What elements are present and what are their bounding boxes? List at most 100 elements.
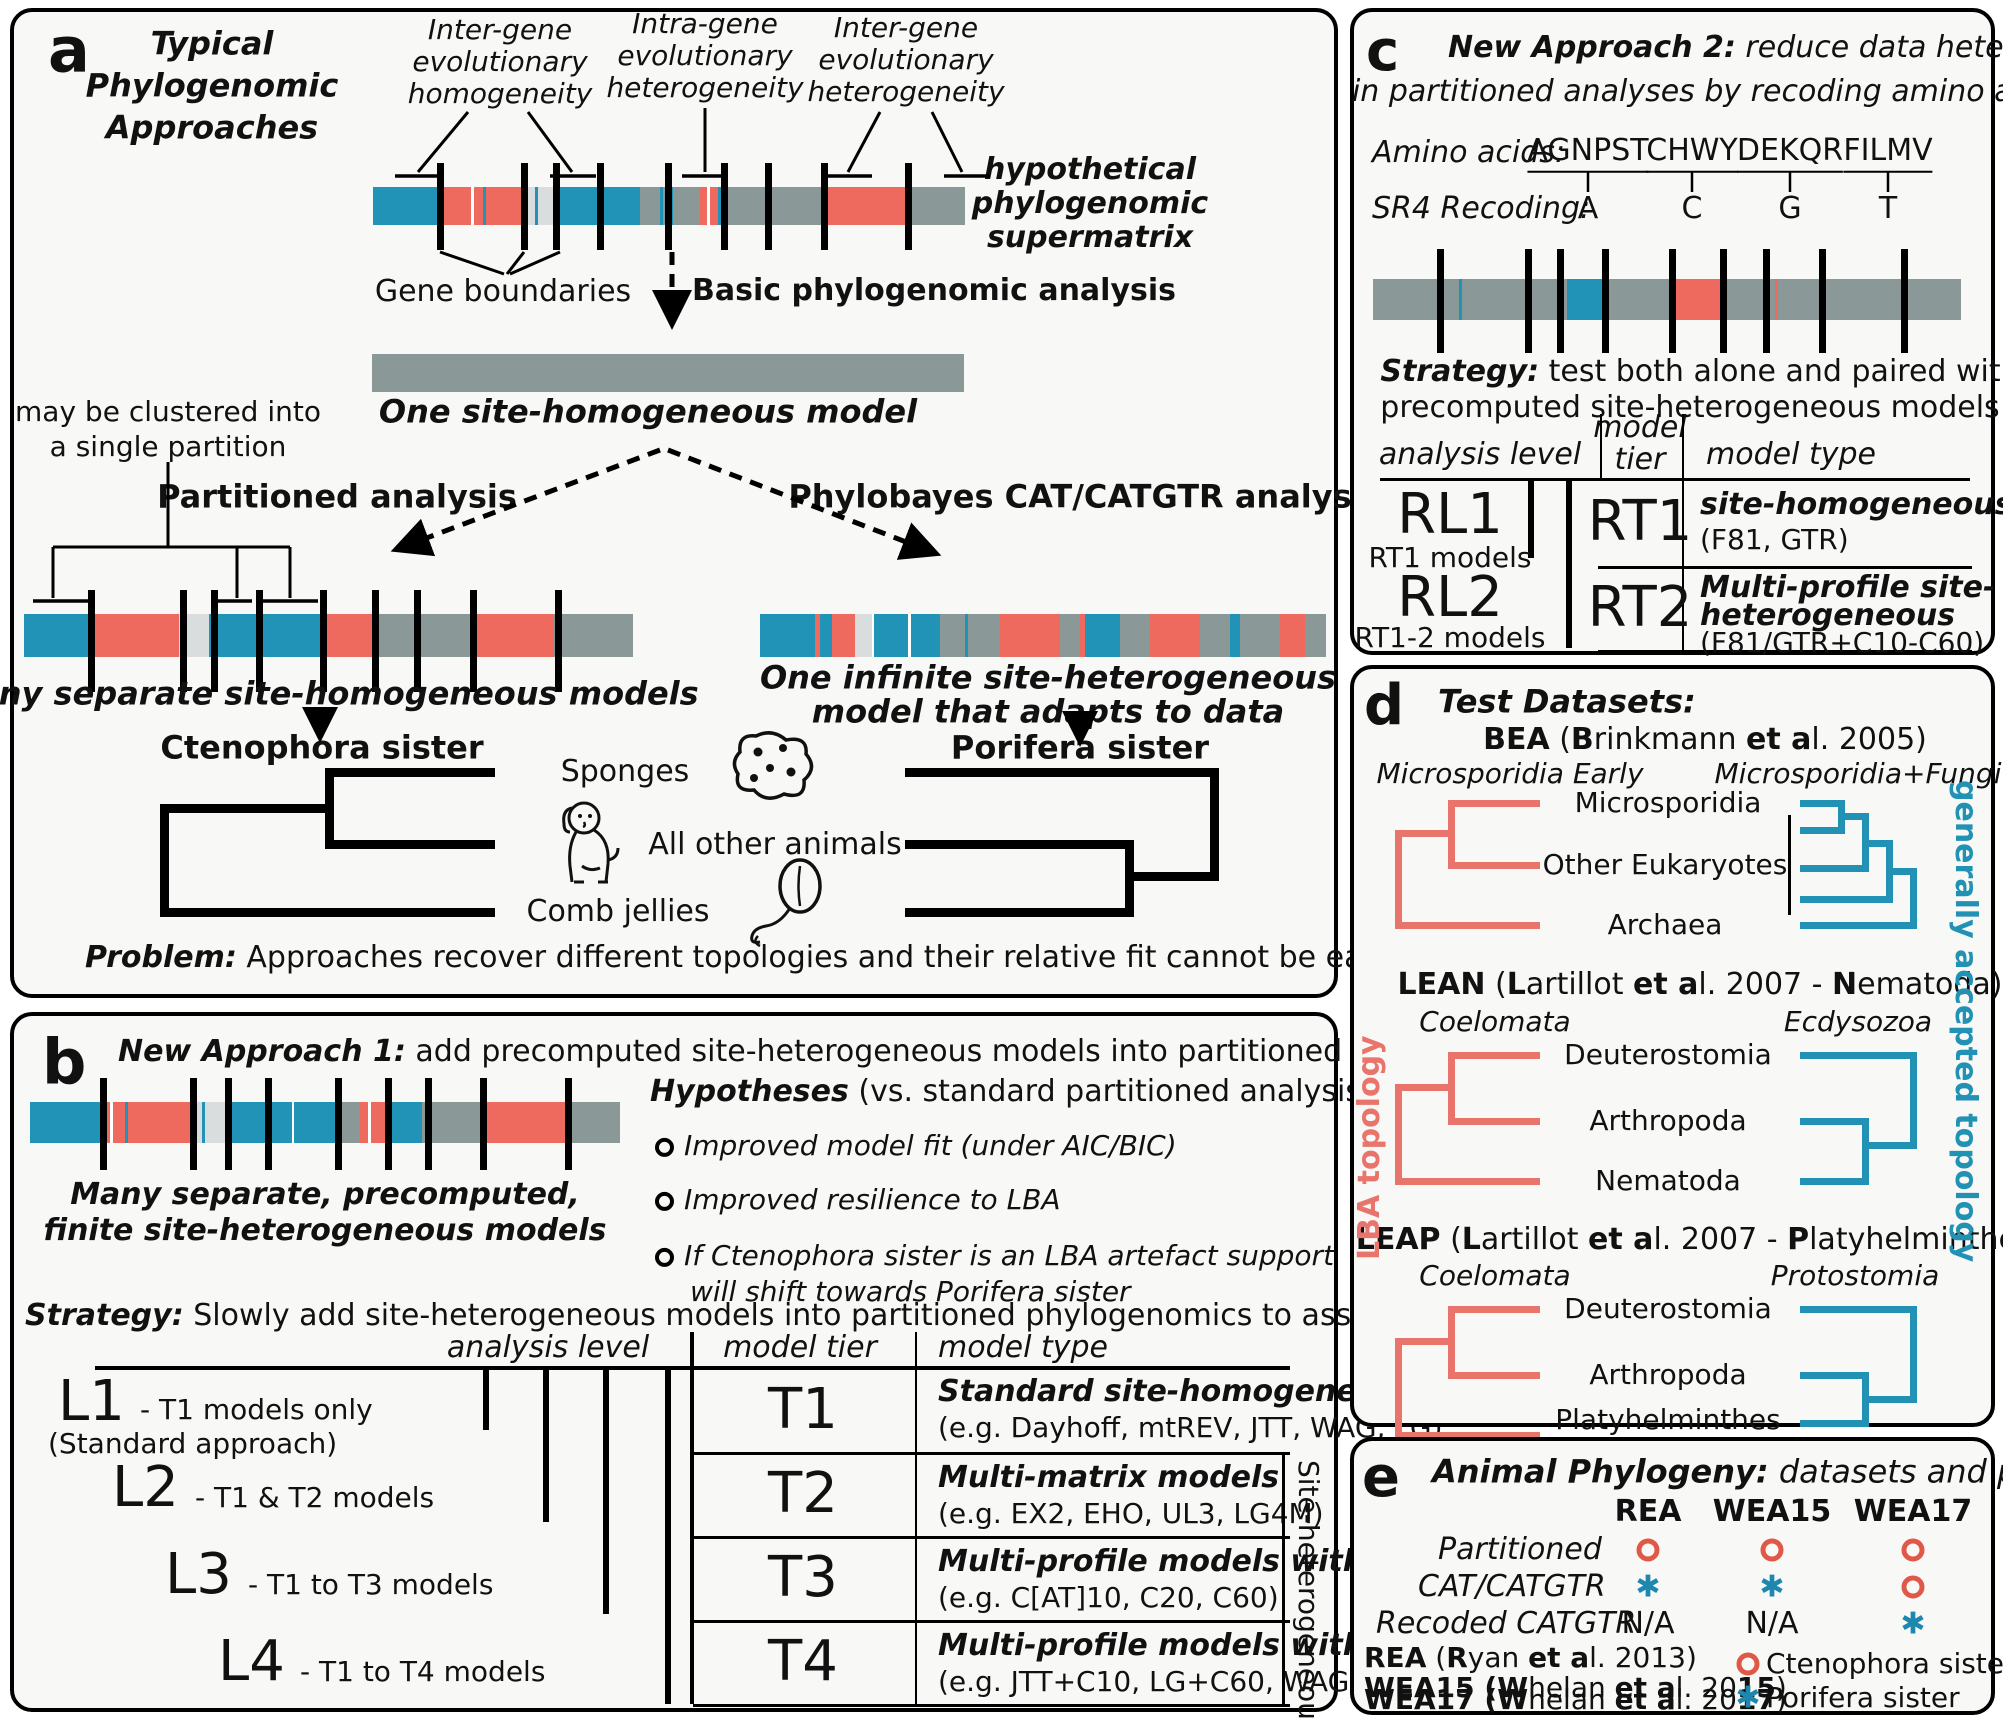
- c-header-div-1: [1600, 414, 1602, 478]
- porifera-symbol: ✱: [1900, 1606, 1926, 1642]
- infinite-model-label-1: One infinite site-heterogeneous: [759, 658, 1337, 697]
- tier-rt2-title-1: Multi-profile site-: [1700, 569, 1996, 605]
- lean-taxon-1: Deuterostomia: [1564, 1037, 1772, 1071]
- level-l1: L1: [58, 1368, 125, 1434]
- level-l4-desc: - T1 to T4 models: [300, 1654, 546, 1688]
- level-rl1-desc: RT1 models: [1368, 540, 1532, 574]
- panel-c-heading-2: in partitioned analyses by recoding amin…: [1351, 73, 2003, 109]
- leap-blue-branch-1: [1800, 1306, 1917, 1313]
- leap-blue-root: [1910, 1306, 1917, 1403]
- panel-d: [1350, 665, 1995, 1427]
- gene-boundary-tick: [665, 163, 672, 250]
- lean-taxon-3: Nematoda: [1595, 1163, 1741, 1197]
- col-header-wea17: WEA17: [1853, 1493, 1973, 1529]
- problem-label: Problem:: [85, 939, 237, 975]
- leap-red-branch-1: [1448, 1306, 1540, 1313]
- panel-c-bar: [1373, 279, 1961, 320]
- porifera-symbol: ✱: [1759, 1569, 1785, 1605]
- c-step-rl2: [1566, 480, 1572, 648]
- panel-c-tick: [1557, 249, 1564, 353]
- ctenophora-symbol: [1760, 1538, 1784, 1562]
- panel-e-heading: Animal Phylogeny: datasets and past resu…: [1432, 1452, 2003, 1491]
- panel-c-tick: [1669, 249, 1676, 353]
- bea-blue-tip-5: [1800, 922, 1917, 929]
- level-rl2-desc: RT1-2 models: [1354, 620, 1546, 654]
- leap-blue-stem: [1862, 1396, 1917, 1403]
- lean-red-branch-2: [1448, 1118, 1540, 1125]
- inter-gene-heterogeneity-label-1: Inter-gene: [833, 10, 979, 44]
- bea-red-branch-2: [1448, 862, 1540, 869]
- hypotheses-heading: Hypotheses (vs. standard partitioned ana…: [650, 1074, 1383, 1110]
- left-tree-other-branch: [325, 840, 495, 849]
- tier-rt1: RT1: [1587, 488, 1693, 554]
- taxon-all-other-animals: All other animals: [648, 826, 902, 862]
- leap-blue-branch-3: [1800, 1420, 1869, 1427]
- panel-e: [1350, 1437, 1995, 1715]
- leap-taxon-3: Platyhelminthes: [1555, 1402, 1781, 1436]
- partitioned-bar: [24, 614, 633, 657]
- tier-rt2-examples: (F81/GTR+C10-C60): [1700, 625, 1985, 659]
- bullet-icon: [655, 1137, 674, 1157]
- panel-e-heading-rest: datasets and past results: [1778, 1452, 2003, 1491]
- leap-red-stem: [1395, 1338, 1455, 1345]
- lean-blue-root: [1910, 1052, 1917, 1149]
- phylobayes-heading: Phylobayes CAT/CATGTR analysis: [788, 477, 1382, 516]
- left-tree-root: [160, 804, 169, 917]
- gene-boundary-tick: [765, 163, 772, 250]
- cell-na-1: N/A: [1621, 1605, 1675, 1641]
- site-heterogeneous-label: Site-heterogeneous: [1292, 1460, 1325, 1719]
- level-l2-desc: - T1 & T2 models: [195, 1480, 435, 1514]
- panel-b-bar-caption-2: finite site-heterogeneous models: [43, 1212, 607, 1248]
- amino-group-filmv: FILMV: [1843, 133, 1933, 173]
- right-tree-root: [1210, 768, 1219, 881]
- level-rl2: RL2: [1397, 564, 1503, 630]
- cell-na-2: N/A: [1745, 1605, 1799, 1641]
- tier-rt2-title-2: heterogeneous: [1700, 597, 1956, 633]
- intra-gene-heterogeneity-label-1: Intra-gene: [632, 6, 778, 40]
- level-l3: L3: [165, 1541, 232, 1607]
- tier-t1: T1: [768, 1376, 838, 1442]
- panel-c-tick: [1602, 249, 1609, 353]
- ctenophora-symbol: [1901, 1538, 1925, 1562]
- partition-tick: [372, 590, 379, 692]
- supermatrix-caption-2: phylogenomic: [971, 185, 1209, 221]
- leap-title: LEAP (Lartillot et al. 2007 - Platyhelmi…: [1355, 1221, 2003, 1257]
- ctenophora-legend-label: Ctenophora sister: [1766, 1646, 2003, 1680]
- panel-b-tick: [190, 1078, 197, 1170]
- c-header-tier: tier: [1614, 441, 1666, 477]
- partition-tick: [470, 590, 477, 692]
- tier-t2: T2: [768, 1460, 838, 1526]
- c-step-rl1: [1528, 480, 1534, 558]
- amino-group-agnpst: AGNPST: [1527, 133, 1649, 173]
- leap-red-branch-2: [1448, 1372, 1540, 1379]
- b-header-model-type: model type: [938, 1329, 1108, 1365]
- bea-title: BEA (Brinkmann et al. 2005): [1483, 721, 1927, 757]
- bea-red-stem: [1395, 830, 1455, 837]
- bullet-icon: [655, 1191, 674, 1211]
- hypothesis-bullet-3: If Ctenophora sister is an LBA artefact …: [655, 1238, 1335, 1272]
- test-datasets-heading: Test Datasets:: [1438, 682, 1696, 721]
- leap-left-label: Coelomata: [1419, 1258, 1571, 1292]
- tier-rt2: RT2: [1587, 574, 1693, 640]
- row-label-recoded: Recoded CATGTR: [1376, 1605, 1637, 1641]
- partition-tick: [555, 590, 562, 692]
- basic-analysis-label: Basic phylogenomic analysis: [692, 272, 1176, 308]
- hypothesis-3-text: If Ctenophora sister is an LBA artefact …: [684, 1238, 1335, 1272]
- right-tree-stem: [1125, 872, 1219, 881]
- partition-tick: [256, 590, 263, 692]
- bea-taxon-1: Microsporidia: [1574, 785, 1762, 819]
- panel-b-tick: [265, 1078, 272, 1170]
- tier-t2-examples: (e.g. EX2, EHO, UL3, LG4M): [938, 1496, 1324, 1530]
- ref-wea15: WEA15 (Whelan et al. 2015): [1364, 1670, 1787, 1704]
- b-rowline-1: [693, 1452, 1290, 1455]
- b-table-divider-1: [690, 1332, 694, 1704]
- hypothesis-bullet-1: Improved model fit (under AIC/BIC): [655, 1129, 1177, 1162]
- gene-boundary-tick: [437, 163, 444, 250]
- panel-c-heading-strong: New Approach 2:: [1448, 29, 1736, 65]
- panel-b-bar-caption-1: Many separate, precomputed,: [70, 1176, 580, 1212]
- b-step-l4: [665, 1366, 671, 1704]
- b-header-analysis-level: analysis level: [446, 1329, 650, 1365]
- leap-taxon-2: Arthropoda: [1589, 1357, 1747, 1391]
- comb-jelly-icon: [750, 858, 822, 948]
